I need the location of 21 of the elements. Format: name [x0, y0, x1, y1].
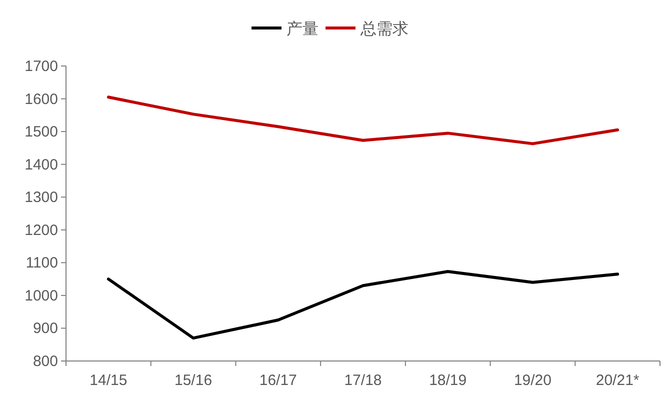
y-tick-label: 1400	[24, 156, 58, 174]
y-tick-label: 900	[32, 320, 58, 338]
legend-label: 产量	[286, 20, 318, 38]
y-tick-label: 800	[32, 353, 58, 370]
line-series	[106, 96, 620, 146]
y-tick-label: 1200	[24, 222, 58, 239]
y-tick-label: 1600	[24, 90, 58, 108]
y-tick-label: 1300	[24, 189, 58, 206]
x-tick-label: 17/18	[344, 372, 382, 389]
x-tick-label: 18/19	[429, 372, 467, 389]
x-tick-label: 15/16	[174, 372, 212, 389]
y-tick-label: 1700	[24, 58, 58, 75]
y-tick-label: 1500	[24, 124, 58, 141]
legend-label: 总需求	[360, 20, 408, 38]
x-tick-label: 16/17	[259, 372, 297, 389]
line-series	[106, 270, 620, 340]
y-tick-label: 1000	[24, 287, 58, 304]
y-tick-label: 1100	[26, 254, 58, 272]
x-tick-label: 20/21*	[596, 372, 640, 389]
x-tick-label: 19/20	[514, 372, 552, 389]
x-tick-label: 14/15	[90, 372, 128, 389]
